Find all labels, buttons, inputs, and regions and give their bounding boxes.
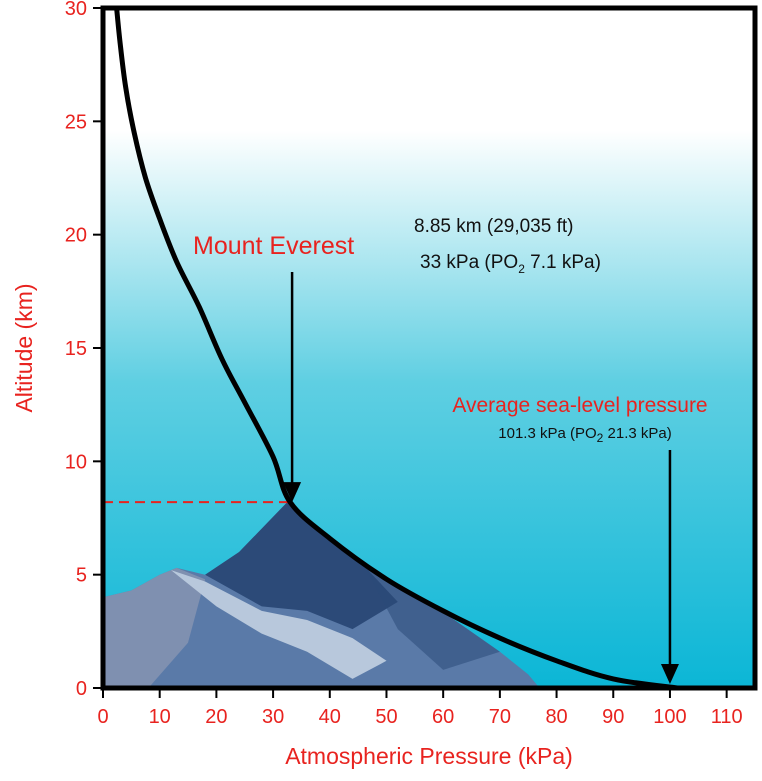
everest-altitude-label: 8.85 km (29,035 ft) xyxy=(414,216,573,237)
x-tick-label: 100 xyxy=(653,706,686,728)
sea-level-pressure-prefix: 101.3 kPa (PO xyxy=(498,425,596,442)
x-axis-title: Atmospheric Pressure (kPa) xyxy=(285,743,573,769)
pressure-curve-group xyxy=(114,5,680,691)
y-tick-label: 10 xyxy=(65,451,87,473)
x-tick-label: 80 xyxy=(545,706,567,728)
mountain-snow xyxy=(171,570,387,679)
sea-level-arrow-head xyxy=(660,664,679,684)
everest-pressure-subscript: 2 xyxy=(518,262,525,276)
everest-pressure-suffix: 7.1 kPa) xyxy=(525,252,601,273)
sea-level-title: Average sea-level pressure xyxy=(452,394,707,417)
sea-level-pressure-subscript: 2 xyxy=(597,431,604,445)
y-tick-label: 5 xyxy=(76,565,87,587)
mountain-right-shadow xyxy=(363,565,500,670)
y-tick-label: 20 xyxy=(65,225,87,247)
x-tick-label: 0 xyxy=(97,706,108,728)
mountain-dark-face xyxy=(205,502,398,630)
x-tick-label: 70 xyxy=(489,706,511,728)
x-tick-label: 50 xyxy=(375,706,397,728)
sea-level-pressure-suffix: 21.3 kPa) xyxy=(603,425,671,442)
x-tick-label: 90 xyxy=(602,706,624,728)
annotation-arrows-group xyxy=(283,272,679,684)
y-tick-label: 25 xyxy=(65,111,87,133)
y-tick-label: 0 xyxy=(76,678,87,700)
sea-level-pressure-label: 101.3 kPa (PO2 21.3 kPa) xyxy=(498,425,671,445)
everest-annotation: Mount Everest 8.85 km (29,035 ft) 33 kPa… xyxy=(193,216,601,276)
y-tick-label: 15 xyxy=(65,338,87,360)
x-tick-label: 40 xyxy=(319,706,341,728)
everest-arrow-head xyxy=(283,482,302,503)
mountain-far-ridge xyxy=(103,567,206,688)
x-tick-label: 10 xyxy=(149,706,171,728)
x-tick-label: 60 xyxy=(432,706,454,728)
mountain-illustration xyxy=(103,502,540,688)
everest-pressure-label: 33 kPa (PO2 7.1 kPa) xyxy=(420,252,601,276)
altitude-pressure-curve xyxy=(114,5,680,691)
everest-title: Mount Everest xyxy=(193,232,354,260)
x-tick-label: 20 xyxy=(205,706,227,728)
y-tick-label: 30 xyxy=(65,0,87,20)
axis-ticks-group: 0 10 20 30 40 50 60 70 80 90 100 110 0 5 10 15 20 25 30 xyxy=(65,0,743,728)
x-tick-label: 110 xyxy=(711,706,743,728)
x-tick-label: 30 xyxy=(262,706,284,728)
everest-pressure-prefix: 33 kPa (PO xyxy=(420,252,518,273)
sea-level-annotation: Average sea-level pressure 101.3 kPa (PO… xyxy=(452,394,707,445)
y-axis-title: Altitude (km) xyxy=(11,283,37,412)
